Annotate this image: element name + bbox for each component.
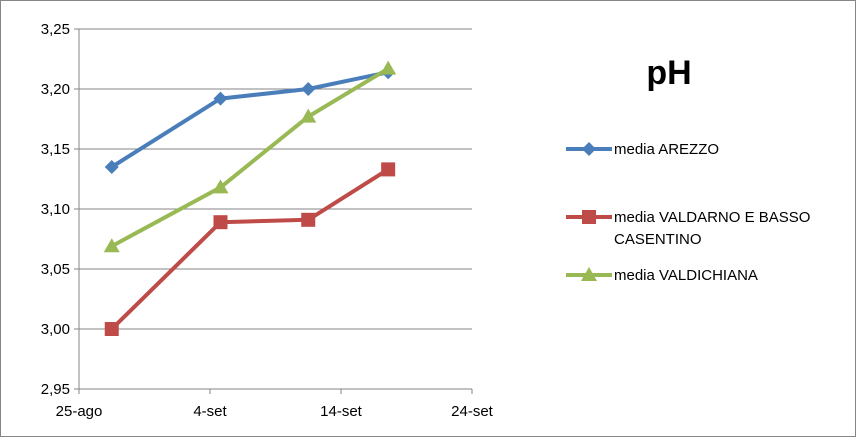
x-tick-labels: 25-ago 4-set 14-set 24-set <box>56 403 494 420</box>
y-tick-labels: 2,95 3,00 3,05 3,10 3,15 3,20 3,25 <box>41 21 70 398</box>
legend-swatch-marker <box>582 210 596 224</box>
legend-label: CASENTINO <box>614 231 702 248</box>
y-tick-label: 2,95 <box>41 381 70 398</box>
legend-item: media VALDARNO E BASSO CASENTINO <box>566 209 810 248</box>
data-point <box>300 108 317 123</box>
legend-item: media VALDICHIANA <box>566 267 758 284</box>
legend-label: media VALDICHIANA <box>614 267 758 284</box>
data-point <box>301 82 316 96</box>
data-point <box>380 60 397 75</box>
legend-item: media AREZZO <box>566 141 719 158</box>
legend-swatch-marker <box>581 267 597 281</box>
data-point <box>212 179 229 194</box>
data-point <box>301 212 316 227</box>
series-2 <box>104 162 396 336</box>
x-tick-label: 25-ago <box>56 403 103 420</box>
y-tick-label: 3,15 <box>41 141 70 158</box>
y-tick-label: 3,25 <box>41 21 70 38</box>
y-tick-label: 3,00 <box>41 321 70 338</box>
y-tick-label: 3,05 <box>41 261 70 278</box>
axes <box>74 28 473 394</box>
chart-title: pH <box>646 54 691 92</box>
data-point <box>213 215 228 230</box>
legend-label: media VALDARNO E BASSO <box>614 209 810 226</box>
data-point <box>381 162 396 177</box>
legend: media AREZZO media VALDARNO E BASSO CASENT… <box>566 141 810 284</box>
series-1 <box>104 65 396 174</box>
y-tick-label: 3,10 <box>41 201 70 218</box>
legend-swatch-marker <box>582 142 596 156</box>
series-line <box>110 66 390 248</box>
data-point <box>103 238 120 253</box>
x-tick-label: 14-set <box>320 403 363 420</box>
gridlines <box>79 28 472 330</box>
x-tick-label: 4-set <box>193 403 227 420</box>
y-tick-label: 3,20 <box>41 81 70 98</box>
series-3 <box>103 60 397 253</box>
data-point <box>104 160 119 174</box>
series-line <box>110 70 389 169</box>
series-group <box>103 60 397 336</box>
data-point <box>104 322 119 336</box>
x-tick-label: 24-set <box>451 403 494 420</box>
series-line <box>110 167 390 331</box>
data-point <box>213 91 228 106</box>
legend-label: media AREZZO <box>614 141 719 158</box>
